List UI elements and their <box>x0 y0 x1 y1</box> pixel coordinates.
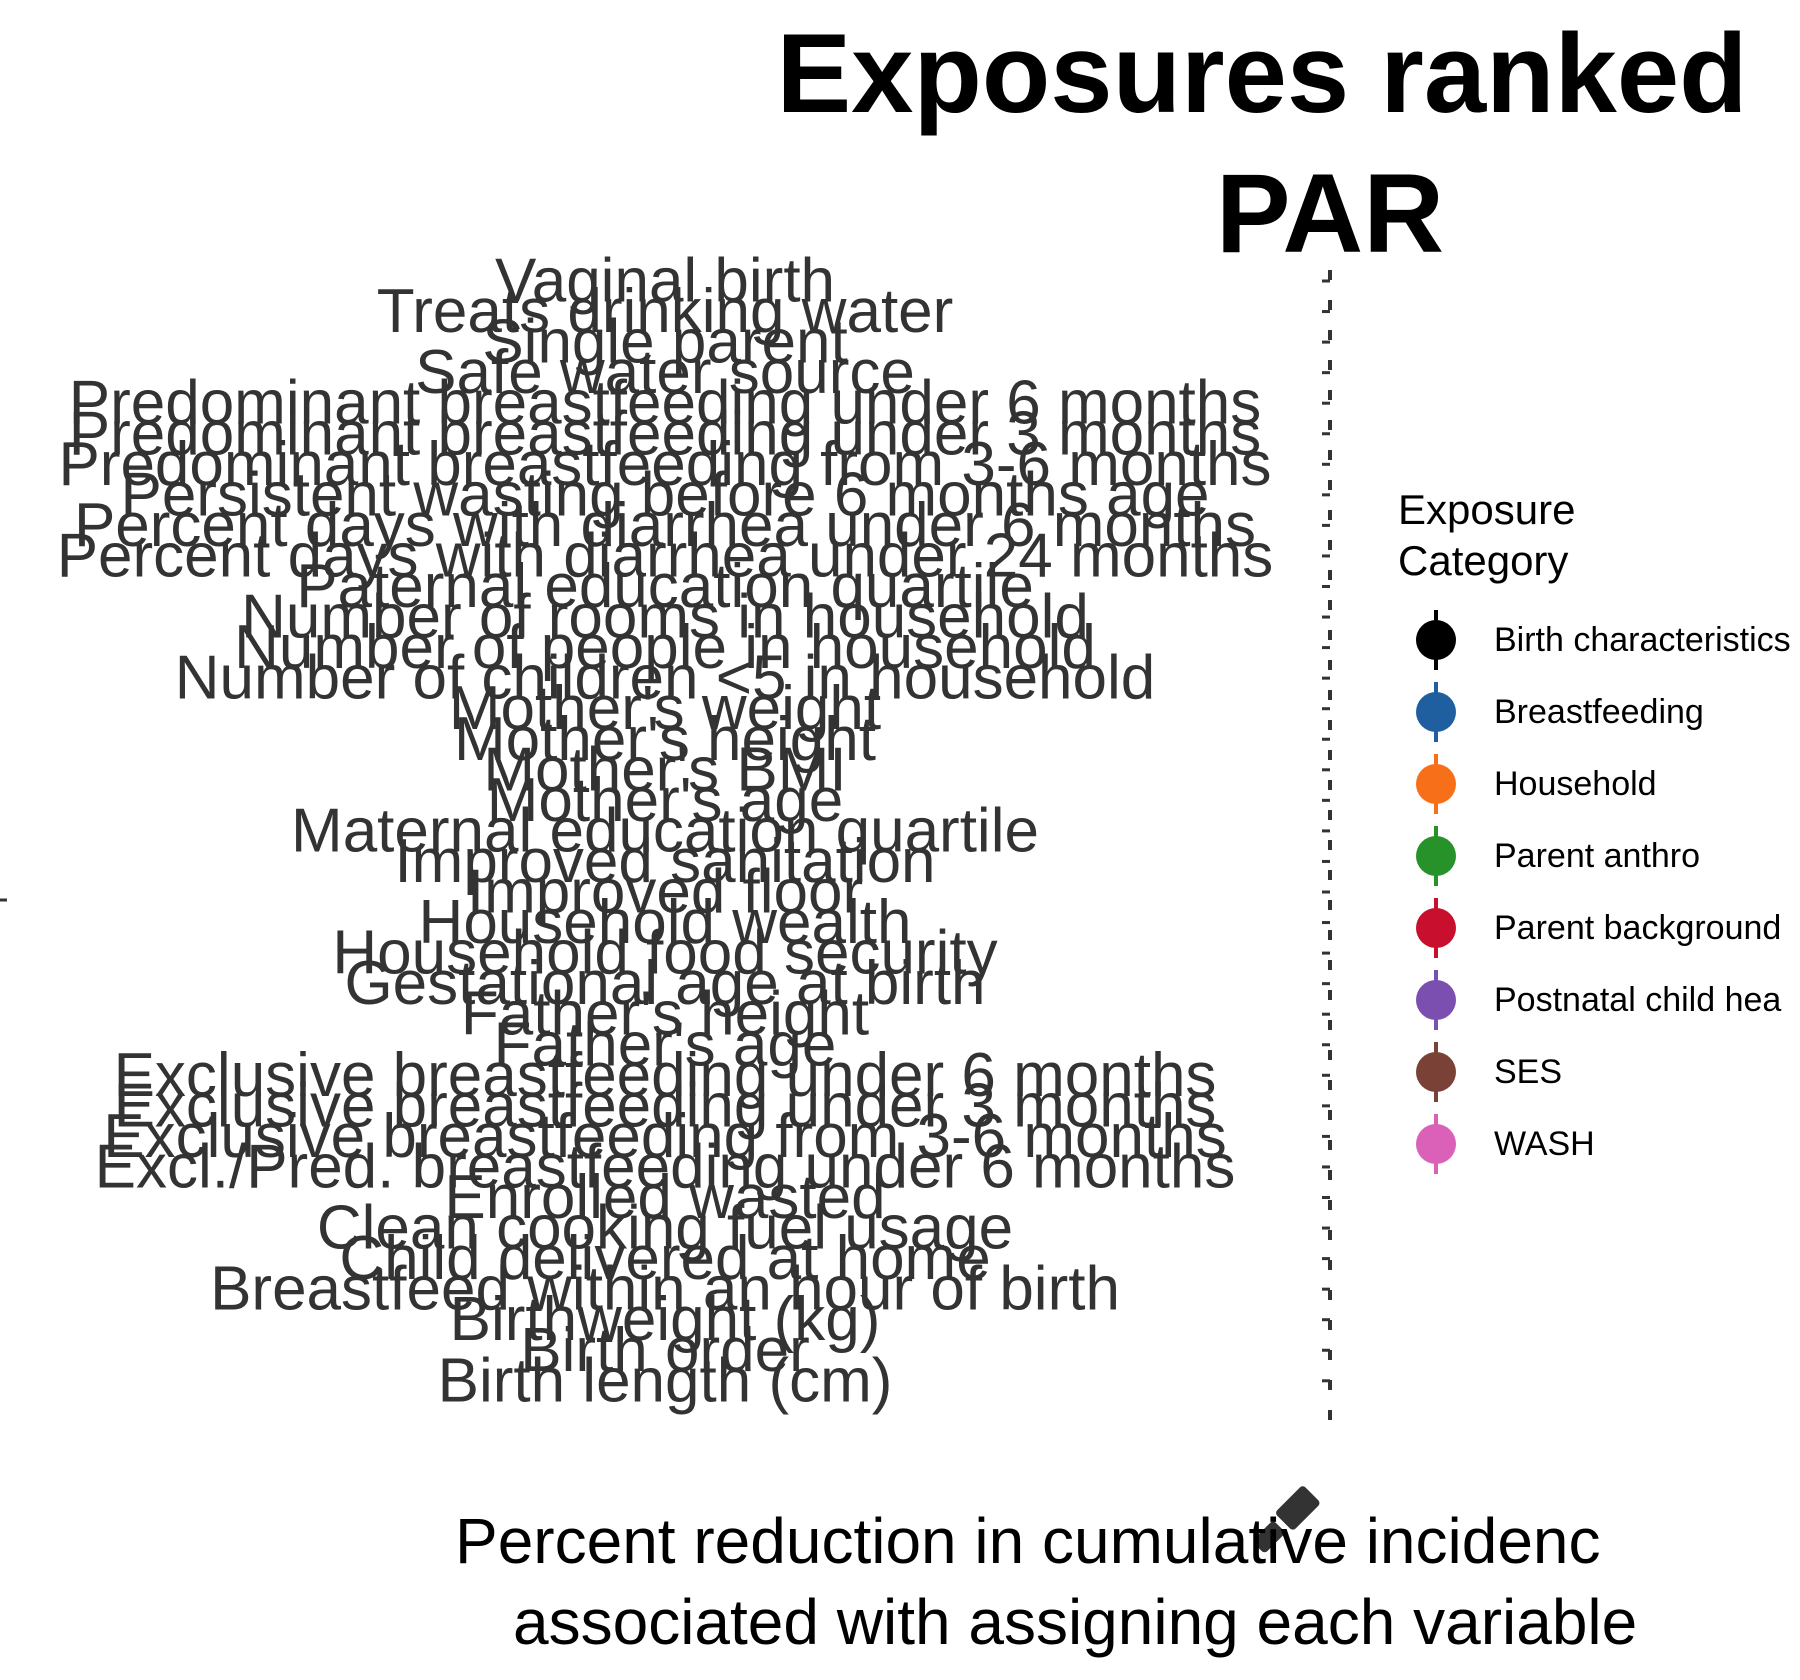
legend-key-dot <box>1416 980 1456 1020</box>
legend-label: Household <box>1494 765 1657 803</box>
y-tick-label: Birth order <box>520 1316 809 1385</box>
legend-key-dot <box>1416 836 1456 876</box>
y-tick-label: Number of children <5 in household <box>175 644 1156 713</box>
y-tick-label: Predominant breastfeeding under 3 months <box>69 399 1262 468</box>
y-tick-label: Birthweight (kg) <box>450 1285 881 1354</box>
chart-title-line-2: PAR <box>1216 151 1444 276</box>
y-tick-label: Breastfeed within an hour of birth <box>210 1255 1120 1324</box>
y-tick-label: Number of rooms in household <box>241 583 1089 652</box>
legend-items: Birth characteristics Breastfeeding Househ… <box>1416 610 1791 1174</box>
y-tick-label: Single parent <box>482 308 847 377</box>
legend-label: Parent anthro <box>1494 837 1700 875</box>
legend-label: WASH <box>1494 1125 1595 1163</box>
y-tick-label: Paternal education quartile <box>296 552 1034 621</box>
x-axis-title: Percent reduction in cumulative incidenc… <box>455 1505 1637 1658</box>
legend-key-dot <box>1416 908 1456 948</box>
y-tick-label: Vaginal birth <box>495 247 835 316</box>
y-tick-label: Household food security <box>332 919 997 988</box>
y-tick-label: Predominant breastfeeding under 6 months <box>69 369 1262 438</box>
y-tick-label: Clean cooking fuel usage <box>317 1194 1013 1263</box>
legend-key-dot <box>1416 1124 1456 1164</box>
y-tick-label: Birth length (cm) <box>438 1346 893 1415</box>
y-tick-label: Father's age <box>494 1010 837 1079</box>
y-tick-label: Safe water source <box>415 338 915 407</box>
y-tick-label: Improved sanitation <box>394 827 935 896</box>
legend-label: Breastfeeding <box>1494 693 1704 731</box>
y-tick-label: Treats drinking water <box>377 277 954 346</box>
y-tick-label: Mother's BMI <box>483 735 846 804</box>
y-tick-label: Mother's height <box>454 705 876 774</box>
y-tick-label: Household wealth <box>419 888 912 957</box>
y-tick-label: Child delivered at home <box>339 1224 990 1293</box>
y-tick-label: Father's height <box>461 980 869 1049</box>
y-tick-label: Exclusive breastfeeding from 3-6 months <box>103 1102 1226 1171</box>
y-tick-label: Excl./Pred. breastfeeding under 6 months <box>95 1132 1236 1201</box>
y-tick-label: Gestational age at birth <box>344 949 985 1018</box>
y-tick-label: Percent days with diarrhea under 24 mont… <box>57 521 1274 590</box>
x-axis-title-line-1: Percent reduction in cumulative incidenc <box>455 1505 1601 1577</box>
legend-item: SES <box>1416 1042 1562 1102</box>
legend-item: Postnatal child hea <box>1416 970 1781 1030</box>
legend-label: Birth characteristics <box>1494 621 1791 659</box>
x-axis-title-line-2: associated with assigning each variable <box>513 1586 1637 1658</box>
legend-item: WASH <box>1416 1114 1595 1174</box>
y-tick-label: Persistent wasting before 6 months age <box>120 460 1209 529</box>
y-tick-label: Exclusive breastfeeding under 6 months <box>114 1041 1217 1110</box>
legend-key-dot <box>1416 764 1456 804</box>
legend-key-dot <box>1416 1052 1456 1092</box>
y-tick-label: Improved floor <box>467 858 863 927</box>
legend-key-dot <box>1416 620 1456 660</box>
y-axis-ticks <box>1322 279 1330 1383</box>
legend-item: Parent anthro <box>1416 826 1700 886</box>
legend-item: Parent background <box>1416 898 1781 958</box>
legend-label: Parent background <box>1494 909 1781 947</box>
y-tick-label: Percent days with diarrhea under 6 month… <box>74 491 1256 560</box>
x-axis-tick-label-cluster <box>1253 1486 1320 1553</box>
legend-item: Breastfeeding <box>1416 682 1704 742</box>
legend: Exposure Category Birth characteristicsB… <box>1398 486 1791 1174</box>
y-tick-label: Maternal education quartile <box>291 796 1039 865</box>
legend-key-dot <box>1416 692 1456 732</box>
y-tick-label: Predominant breastfeeding from 3-6 month… <box>58 430 1271 499</box>
chart-title: Exposures ranked PAR <box>776 11 1747 276</box>
legend-label: Postnatal child hea <box>1494 981 1781 1019</box>
y-tick-label: Exclusive breastfeeding under 3 months <box>114 1071 1217 1140</box>
y-tick-label: Enrolled wasted <box>444 1163 885 1232</box>
legend-item: Birth characteristics <box>1416 610 1791 670</box>
y-tick-label: Mother's weight <box>449 674 881 743</box>
legend-title-line-1: Exposure <box>1398 486 1575 533</box>
legend-item: Household <box>1416 754 1657 814</box>
chart-title-line-1: Exposures ranked <box>776 11 1747 136</box>
legend-title-line-2: Category <box>1398 537 1568 584</box>
y-tick-label: Mother's age <box>487 766 843 835</box>
y-tick-label: Number of people in household <box>234 613 1096 682</box>
legend-label: SES <box>1494 1053 1562 1091</box>
